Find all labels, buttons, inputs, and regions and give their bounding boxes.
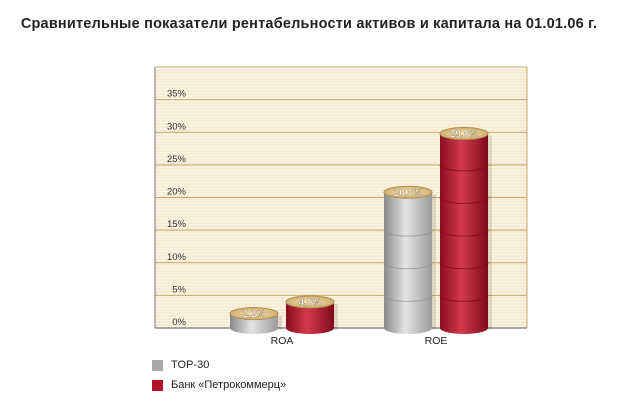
y-tick-label: 0% xyxy=(172,317,186,328)
legend: TOP-30 Банк «Петрокоммерц» xyxy=(152,355,286,395)
bar-body xyxy=(384,192,432,328)
y-tick-label: 5% xyxy=(172,284,186,295)
y-tick-label: 20% xyxy=(167,187,187,198)
bar-segment-ring xyxy=(383,229,433,237)
bar-top-cap xyxy=(229,307,279,321)
bar-segment-ring xyxy=(439,295,489,302)
data-label: 29,8% xyxy=(450,129,478,140)
bar-body xyxy=(440,133,488,328)
y-tick-label: 25% xyxy=(167,154,187,165)
bar-top-cap xyxy=(383,185,433,199)
legend-label-top30: TOP-30 xyxy=(171,359,210,371)
bar-segment-ring xyxy=(383,295,433,302)
y-tick-label: 10% xyxy=(167,252,187,263)
legend-swatch-petrocommerce xyxy=(152,379,163,391)
bar-base xyxy=(440,322,488,334)
legend-label-petrocommerce: Банк «Петрокоммерц» xyxy=(171,379,287,391)
data-label: 4,0% xyxy=(299,297,322,308)
data-label: 20,8% xyxy=(394,188,422,199)
data-label: 2,2% xyxy=(243,309,266,320)
bar-top-cap xyxy=(439,127,489,141)
bar-top-cap xyxy=(285,295,335,309)
y-tick-label: 30% xyxy=(167,121,187,132)
bar-top30-roa xyxy=(229,307,282,334)
bar-base xyxy=(230,322,278,334)
bar-segment-ring xyxy=(439,164,489,172)
bar-top30-roe xyxy=(383,185,436,334)
bar-petrocommerce-roe xyxy=(439,127,492,334)
x-category-label: ROE xyxy=(425,335,448,347)
bar-petrocommerce-roa xyxy=(285,295,338,334)
bar-segment-ring xyxy=(439,229,489,237)
bar-segment-ring xyxy=(383,262,433,270)
bar-segment-ring xyxy=(439,197,489,204)
bar-segment-ring xyxy=(439,262,489,270)
legend-swatch-top30 xyxy=(152,359,163,371)
bar-base xyxy=(286,322,334,334)
y-tick-label: 15% xyxy=(167,219,187,230)
x-category-label: ROA xyxy=(271,335,294,347)
legend-item-petrocommerce: Банк «Петрокоммерц» xyxy=(152,375,286,395)
bar-base xyxy=(384,322,432,334)
legend-item-top30: TOP-30 xyxy=(152,355,286,375)
y-tick-label: 35% xyxy=(167,89,187,100)
chart-title: Сравнительные показатели рентабельности … xyxy=(20,16,598,32)
